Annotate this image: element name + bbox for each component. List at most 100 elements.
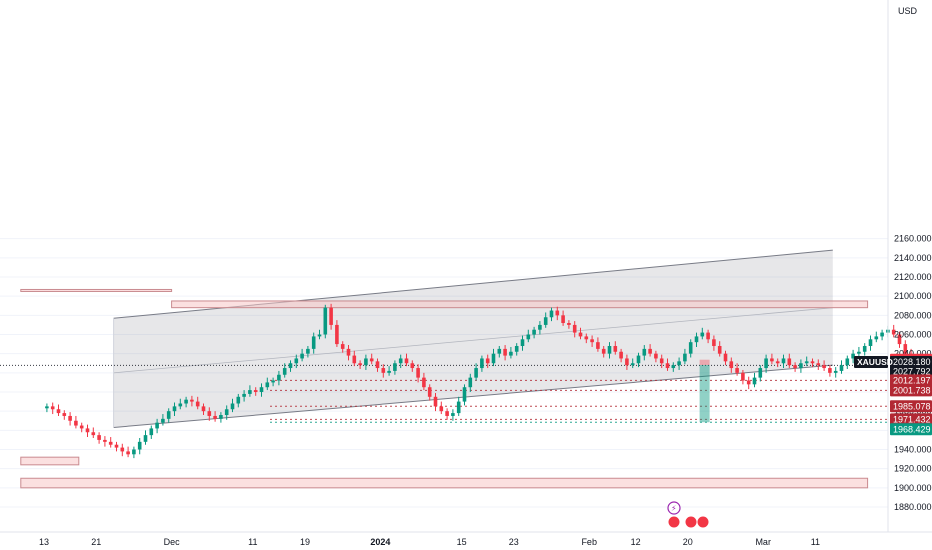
candle-body xyxy=(381,368,386,373)
candle-body xyxy=(410,363,415,369)
candle-body xyxy=(265,382,270,388)
price-tag-label: 2028.180 xyxy=(893,357,931,367)
candle-body xyxy=(723,353,728,362)
take-profit-box xyxy=(699,364,710,423)
candle-body xyxy=(561,315,565,324)
candle-body xyxy=(248,390,252,394)
candle-body xyxy=(758,368,763,378)
time-axis[interactable]: 13 21 Dec 11 19 2024 15 23 Feb 12 20 Mar 11 xyxy=(39,537,820,547)
channel-mid-line xyxy=(113,307,833,374)
candlestick-series xyxy=(45,303,931,459)
candle-body xyxy=(224,409,229,416)
candle-body xyxy=(636,355,641,364)
candle-body xyxy=(358,363,362,366)
candle-body xyxy=(787,358,792,366)
candle-body xyxy=(781,358,786,364)
candle-body xyxy=(236,396,241,404)
us-flag-icon[interactable] xyxy=(696,515,710,529)
time-axis-label: 21 xyxy=(91,537,101,547)
time-axis-label: 15 xyxy=(457,537,467,547)
channel-fill xyxy=(113,250,833,428)
lightning-icon[interactable] xyxy=(667,501,681,515)
candle-body xyxy=(526,334,531,340)
time-axis-label: 19 xyxy=(300,537,310,547)
stop-loss-box xyxy=(699,359,710,365)
candle-body xyxy=(752,377,757,385)
price-zone xyxy=(20,288,173,292)
candle-body xyxy=(137,441,142,450)
price-axis-label: 2140.000 xyxy=(894,253,932,263)
price-zone xyxy=(20,456,80,466)
price-zone xyxy=(20,477,869,489)
candle-body xyxy=(630,363,635,366)
candle-body xyxy=(329,307,333,325)
price-tag-bg xyxy=(890,384,932,397)
price-tag-bg xyxy=(890,423,932,436)
currency-label: USD xyxy=(898,6,918,16)
candle-body xyxy=(625,358,629,366)
price-tag-label: 1985.078 xyxy=(893,401,931,411)
candle-body xyxy=(85,428,90,433)
candle-body xyxy=(520,339,525,347)
candle-body xyxy=(654,353,658,359)
candle-body xyxy=(717,346,722,354)
price-zone xyxy=(171,300,869,309)
candle-body xyxy=(103,439,107,442)
candle-body xyxy=(416,368,420,378)
candle-body xyxy=(509,351,513,356)
symbol-tag-label: XAUUSD xyxy=(857,357,893,367)
candle-body xyxy=(184,399,188,404)
candle-body xyxy=(538,324,542,330)
candle-body xyxy=(91,432,96,436)
candle-body xyxy=(746,380,751,385)
candle-body xyxy=(903,344,908,354)
candle-body xyxy=(97,435,101,440)
us-flag-icon[interactable] xyxy=(667,515,681,529)
candle-body xyxy=(242,393,246,397)
candle-body xyxy=(700,332,705,337)
price-tags: 2033.7152028.1802027.7922012.1972001.738… xyxy=(890,353,932,436)
candle-body xyxy=(451,413,455,416)
candle-body xyxy=(874,336,879,340)
candle-body xyxy=(439,406,444,412)
candle-body xyxy=(775,361,780,364)
price-axis-label: 2080.000 xyxy=(894,310,932,320)
candle-body xyxy=(126,451,130,455)
candle-body xyxy=(485,358,490,364)
candle-body xyxy=(578,332,583,337)
time-axis-label: 20 xyxy=(683,537,693,547)
candle-body xyxy=(729,361,734,369)
candle-body xyxy=(387,370,391,373)
candle-body xyxy=(68,415,72,421)
candle-body xyxy=(282,368,287,375)
candle-body xyxy=(601,348,606,354)
event-icons[interactable]: ⚡ xyxy=(667,501,710,529)
candle-body xyxy=(648,348,652,354)
candle-body xyxy=(880,332,884,337)
candle-body xyxy=(445,411,449,416)
candle-body xyxy=(306,348,310,354)
candle-body xyxy=(619,351,623,359)
us-flag-icon[interactable] xyxy=(684,515,698,529)
candle-body xyxy=(364,358,368,366)
price-tag-label: 2001.738 xyxy=(893,385,931,395)
candle-body xyxy=(166,411,171,419)
candle-body xyxy=(683,353,687,362)
candle-body xyxy=(253,390,258,393)
price-axis-label: 1940.000 xyxy=(894,445,932,455)
candle-body xyxy=(514,346,519,352)
candle-body xyxy=(741,372,745,381)
candle-body xyxy=(799,363,803,369)
candle-body xyxy=(219,415,223,419)
time-axis-label: Mar xyxy=(755,537,771,547)
candle-body xyxy=(671,365,676,369)
price-tag-bg xyxy=(890,413,932,426)
price-tag-label: 2027.792 xyxy=(893,366,931,376)
short-position-tool[interactable] xyxy=(699,359,710,423)
candle-body xyxy=(155,422,159,429)
time-axis-label: 2024 xyxy=(370,537,390,547)
candle-body xyxy=(462,387,467,402)
time-axis-label: 23 xyxy=(509,537,519,547)
